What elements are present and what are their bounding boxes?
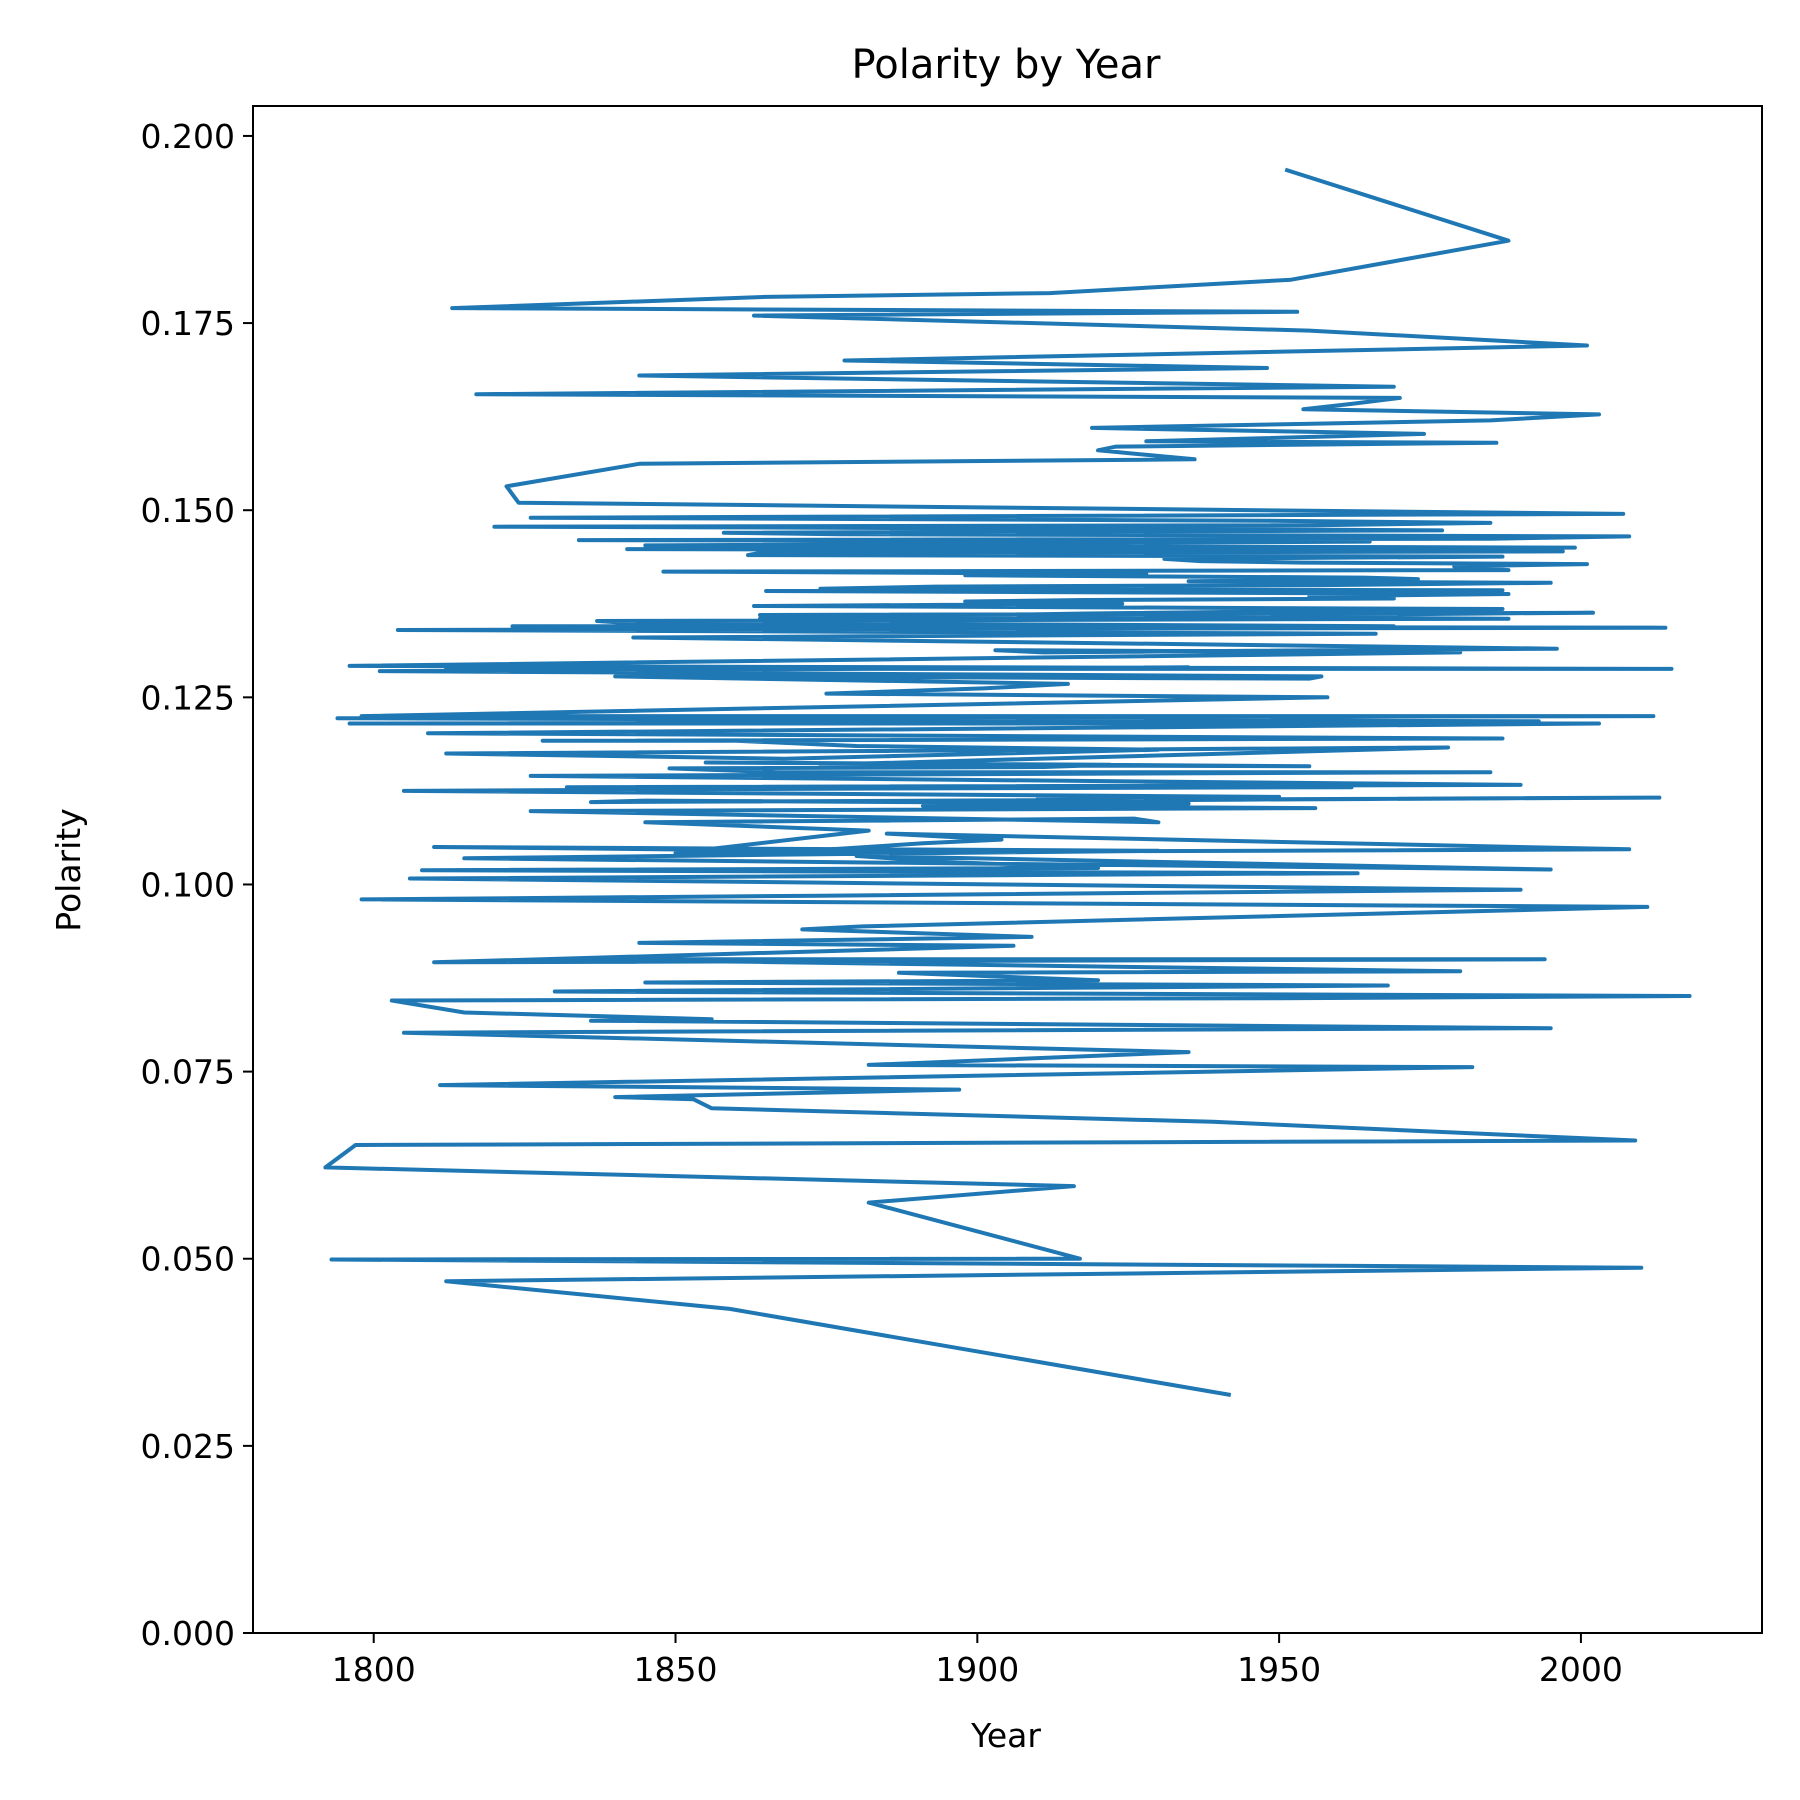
y-tick-label: 0.100: [141, 865, 235, 904]
x-tick-label: 1800: [332, 1650, 416, 1689]
y-tick-label: 0.125: [141, 678, 235, 717]
x-tick-label: 1850: [634, 1650, 718, 1689]
chart-title: Polarity by Year: [852, 42, 1161, 88]
y-tick-label: 0.000: [141, 1614, 235, 1653]
x-tick-label: 2000: [1539, 1650, 1623, 1689]
x-tick-group: 1800 1850 1900 1950 2000: [332, 1633, 1623, 1689]
y-axis-title: Polarity: [49, 808, 88, 932]
y-tick-label: 0.050: [141, 1240, 235, 1279]
y-tick-label: 0.175: [141, 304, 235, 343]
y-tick-label: 0.075: [141, 1053, 235, 1092]
x-axis-title: Year: [970, 1716, 1041, 1755]
x-tick-label: 1900: [935, 1650, 1019, 1689]
series-line: [323, 167, 1692, 1397]
y-tick-group: 0.000 0.025 0.050 0.075 0.100 0.125 0.150 0.175…: [141, 117, 253, 1653]
plot-area-frame: [252, 105, 1763, 1634]
y-tick-label: 0.025: [141, 1427, 235, 1466]
y-tick-label: 0.150: [141, 491, 235, 530]
x-tick-label: 1950: [1237, 1650, 1321, 1689]
y-tick-label: 0.200: [141, 117, 235, 156]
